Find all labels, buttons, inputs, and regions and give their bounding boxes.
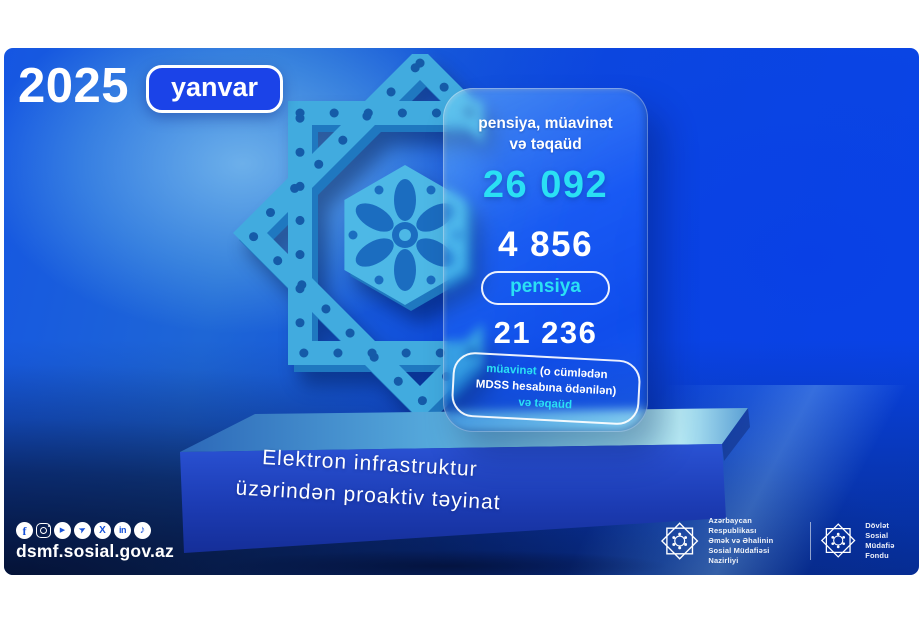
month-chip: yanvar: [146, 65, 284, 113]
allowance-value: 21 236: [493, 314, 598, 350]
card-title: pensiya, müavinət və təqaüd: [478, 114, 612, 156]
ministry-name-line2: Əmək və Əhalinin: [708, 535, 774, 545]
facebook-icon[interactable]: f: [16, 522, 33, 539]
ministry-name: Azərbaycan Respublikası Əmək və Əhalinin…: [708, 516, 800, 565]
allowance-label-line2: MDSS hesabına ödənilən): [475, 378, 617, 398]
social-icons-row: f ▶ ➤ X in ♪: [16, 522, 151, 539]
ministry-name-line1: Azərbaycan Respublikası: [708, 516, 757, 535]
allowance-label-line3: və təqaüd: [517, 396, 572, 412]
fund-emblem-icon: [820, 523, 856, 559]
institution-logos: Azərbaycan Respublikası Əmək və Əhalinin…: [660, 516, 919, 565]
fund-name-line2: Sosial Müdafiə: [865, 530, 895, 550]
linkedin-icon[interactable]: in: [114, 522, 131, 539]
fund-name: Dövlət Sosial Müdafiə Fondu: [865, 521, 919, 561]
allowance-label-highlight: müavinət: [485, 362, 537, 378]
statistics-glass-card: pensiya, müavinət və təqaüd 26 092 4 856…: [443, 88, 648, 432]
total-value: 26 092: [482, 163, 609, 206]
tiktok-icon[interactable]: ♪: [134, 522, 151, 539]
ministry-emblem-icon: [660, 522, 699, 560]
instagram-icon[interactable]: [36, 523, 51, 538]
year-label: 2025: [18, 59, 130, 113]
ministry-name-line3: Sosial Müdafiəsi Nazirliyi: [708, 545, 770, 565]
card-title-line2: və təqaüd: [509, 135, 582, 153]
allowance-label-pill: müavinət (o cümlədən MDSS hesabına ödəni…: [449, 350, 642, 426]
youtube-icon[interactable]: ▶: [54, 522, 71, 539]
fund-name-line1: Dövlət: [865, 520, 890, 530]
pension-label-pill: pensiya: [481, 270, 610, 305]
pension-value: 4 856: [497, 224, 594, 264]
card-title-line1: pensiya, müavinət: [478, 115, 613, 132]
x-icon[interactable]: X: [94, 522, 111, 539]
telegram-icon[interactable]: ➤: [74, 522, 91, 539]
website-url[interactable]: dsmf.sosial.gov.az: [16, 541, 174, 561]
fund-name-line3: Fondu: [865, 550, 889, 560]
allowance-label-rest: (o cümlədən: [535, 365, 608, 382]
poster-canvas: Elektron infrastruktur üzərindən proakti…: [4, 48, 919, 575]
logo-divider: [809, 521, 811, 560]
